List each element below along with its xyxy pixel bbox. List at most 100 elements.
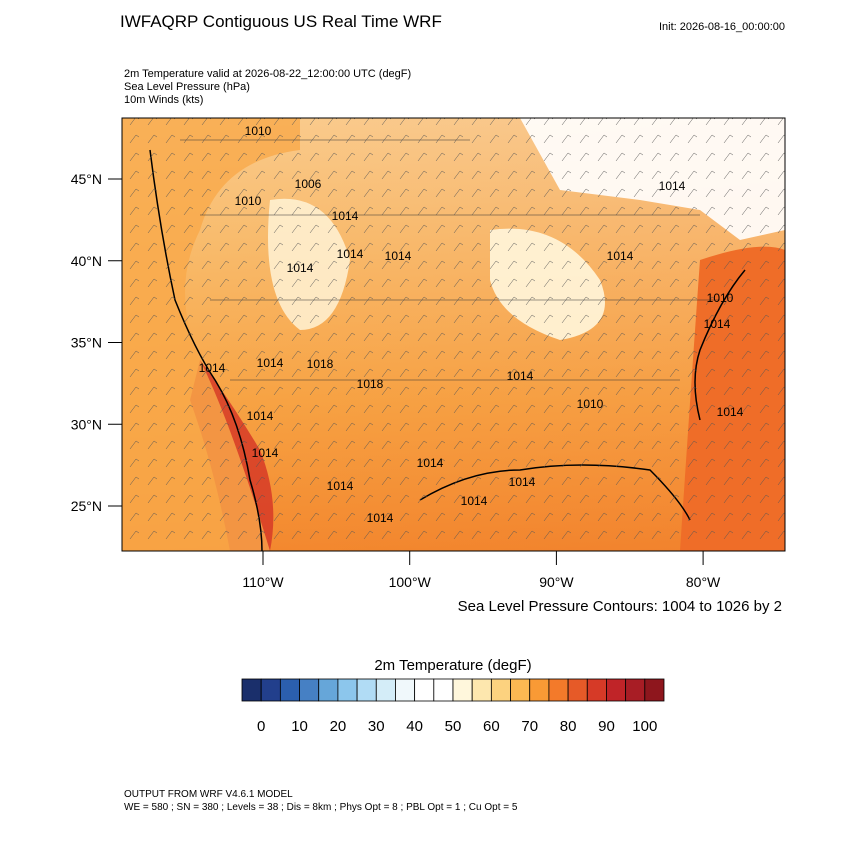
- wind-barb: [237, 368, 248, 378]
- wind-barb: [345, 296, 356, 306]
- wind-barb: [723, 134, 734, 144]
- wind-barb: [291, 296, 302, 306]
- wind-barb: [255, 242, 266, 252]
- wind-barb: [777, 188, 785, 198]
- wind-barb: [165, 170, 176, 180]
- wind-barb: [723, 530, 734, 540]
- wind-barb: [579, 242, 590, 252]
- wind-barb: [561, 260, 572, 270]
- wind-barb: [183, 224, 194, 234]
- wind-barb: [381, 278, 392, 288]
- wind-barb: [201, 440, 212, 450]
- wind-barb: [327, 314, 338, 324]
- wind-barb: [363, 260, 374, 270]
- wind-barb: [291, 332, 302, 342]
- wind-barb: [615, 386, 626, 396]
- wind-barb: [687, 332, 698, 342]
- wind-barb: [381, 170, 392, 180]
- wind-barb: [183, 170, 194, 180]
- wind-barb: [273, 134, 284, 144]
- wind-barb: [273, 188, 284, 198]
- wind-barb: [543, 152, 554, 162]
- contour-label: 1010: [707, 291, 734, 305]
- wind-barb: [327, 188, 338, 198]
- wind-barb: [687, 422, 698, 432]
- wind-barb: [399, 350, 410, 360]
- wind-barb: [399, 458, 410, 468]
- wind-barb: [183, 494, 194, 504]
- wind-barb: [363, 152, 374, 162]
- lon-label: 110°W: [242, 574, 284, 590]
- wind-barb: [543, 350, 554, 360]
- wind-barb: [417, 458, 428, 468]
- wind-barb: [705, 386, 716, 396]
- wind-barb: [417, 206, 428, 216]
- wind-barb: [363, 422, 374, 432]
- wind-barb: [741, 206, 752, 216]
- wind-barb: [759, 134, 770, 144]
- wind-barb: [705, 224, 716, 234]
- contour-label: 1014: [607, 249, 634, 263]
- wind-barb: [183, 296, 194, 306]
- wind-barb: [489, 494, 500, 504]
- wind-barb: [705, 494, 716, 504]
- wind-barb: [633, 386, 644, 396]
- wind-barb: [741, 332, 752, 342]
- wind-barb: [327, 386, 338, 396]
- wind-barb: [543, 512, 554, 522]
- wind-barb: [579, 332, 590, 342]
- wind-barb: [363, 242, 374, 252]
- wind-barb: [615, 458, 626, 468]
- wind-barb: [561, 206, 572, 216]
- wind-barb: [525, 530, 536, 540]
- wind-barb: [381, 440, 392, 450]
- wind-barb: [723, 476, 734, 486]
- wind-barb: [291, 350, 302, 360]
- wind-barb: [309, 170, 320, 180]
- wind-barb: [741, 296, 752, 306]
- wind-barb: [183, 188, 194, 198]
- wind-barb: [381, 368, 392, 378]
- wind-barb: [237, 512, 248, 522]
- wind-barb: [435, 134, 446, 144]
- wind-barb: [237, 242, 248, 252]
- wind-barb: [777, 332, 785, 342]
- wind-barb: [219, 512, 230, 522]
- wind-barb: [561, 494, 572, 504]
- wind-barb: [183, 206, 194, 216]
- wind-barb: [741, 350, 752, 360]
- lon-label: 100°W: [389, 574, 432, 590]
- wind-barb: [669, 296, 680, 306]
- colorbar-label: 80: [560, 718, 577, 735]
- wind-barb: [633, 152, 644, 162]
- wind-barb: [507, 134, 518, 144]
- wind-barb: [327, 530, 338, 540]
- wind-barb: [741, 170, 752, 180]
- wind-barb: [705, 440, 716, 450]
- wind-barb: [651, 458, 662, 468]
- wind-barb: [615, 170, 626, 180]
- wind-barb: [723, 260, 734, 270]
- wind-barb: [381, 296, 392, 306]
- colorbar-label: 0: [257, 718, 265, 735]
- wind-barb: [507, 386, 518, 396]
- wind-barb: [471, 134, 482, 144]
- wind-barb: [345, 314, 356, 324]
- wind-barb: [489, 278, 500, 288]
- wind-barb: [561, 278, 572, 288]
- wind-barb: [489, 368, 500, 378]
- wind-barb: [489, 206, 500, 216]
- wind-barb: [165, 458, 176, 468]
- wind-barb: [471, 260, 482, 270]
- wind-barb: [129, 476, 140, 486]
- wind-barb: [669, 368, 680, 378]
- wind-barb: [723, 188, 734, 198]
- colorbar-box: [606, 678, 627, 702]
- wind-barb: [759, 152, 770, 162]
- wind-barb: [147, 404, 158, 414]
- wind-barb: [417, 512, 428, 522]
- wind-barb: [651, 350, 662, 360]
- wind-barb: [741, 440, 752, 450]
- wind-barb: [687, 440, 698, 450]
